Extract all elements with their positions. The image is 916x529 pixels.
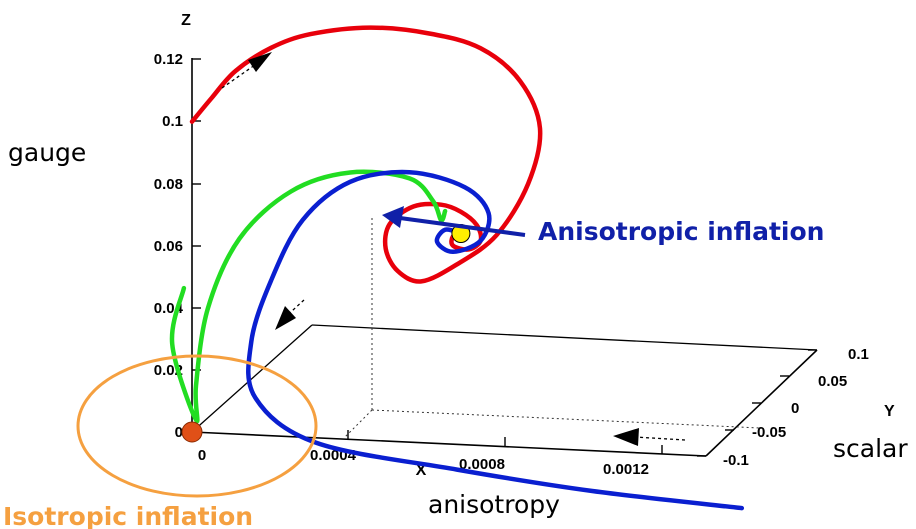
flow-arrowhead-blue: [613, 428, 639, 446]
x-axis-front: [191, 431, 707, 457]
x-ticks: [347, 430, 663, 454]
flow-arrows: [221, 52, 686, 446]
y-axis-description: scalar: [833, 434, 908, 463]
z-axis-description: gauge: [8, 138, 86, 167]
z-tick-label: 0.12: [154, 51, 183, 68]
trajectory-red: [189, 25, 543, 284]
z-tick-label: 0.08: [154, 176, 183, 193]
x-tick-label: 0.0008: [459, 456, 505, 473]
flow-arrow-blue: [634, 436, 686, 441]
z-tick-label: 0.06: [154, 238, 183, 255]
annotation-arrow: [399, 216, 526, 237]
z-tick-label: 0: [175, 424, 183, 441]
y-tick-label: 0.1: [848, 346, 869, 363]
y-tick-label: 0: [791, 400, 799, 417]
x-tick-label: 0.0012: [603, 461, 649, 478]
x-tick-label: 0: [198, 447, 206, 464]
y-tick-label: -0.1: [723, 452, 749, 469]
flow-arrowhead-green: [275, 306, 296, 330]
y-tick-label: 0.05: [818, 373, 847, 390]
trajectory-green: [169, 169, 448, 424]
projection-lines: [343, 218, 761, 439]
isotropic-inflation-label: Isotropic inflation: [3, 502, 253, 529]
axis-box: [191, 58, 818, 457]
flow-arrowhead-red: [248, 52, 272, 72]
flow-arrow-red: [221, 59, 263, 89]
y-axis-right: [705, 349, 818, 457]
y-ticks: [697, 349, 817, 457]
trajectory-series: [169, 25, 745, 511]
z-axis-label: Z: [181, 12, 191, 29]
z-tick-label: 0.1: [162, 113, 183, 130]
annotation-arrowhead: [382, 206, 404, 228]
x-axis-label: X: [416, 462, 427, 479]
floor-line-y: [371, 409, 761, 429]
anisotropic-inflation-label: Anisotropic inflation: [538, 217, 824, 246]
y-tick-label: -0.05: [752, 424, 786, 441]
y-axis-label: Y: [884, 403, 895, 420]
back-edge-top: [311, 324, 818, 351]
x-axis-description: anisotropy: [428, 490, 560, 519]
isotropic-fixed-point: [181, 421, 203, 443]
isotropic-region-ellipse: [76, 354, 318, 498]
floor-line-x: [343, 409, 373, 439]
trajectory-blue: [246, 169, 745, 511]
back-edge-left: [191, 324, 313, 433]
